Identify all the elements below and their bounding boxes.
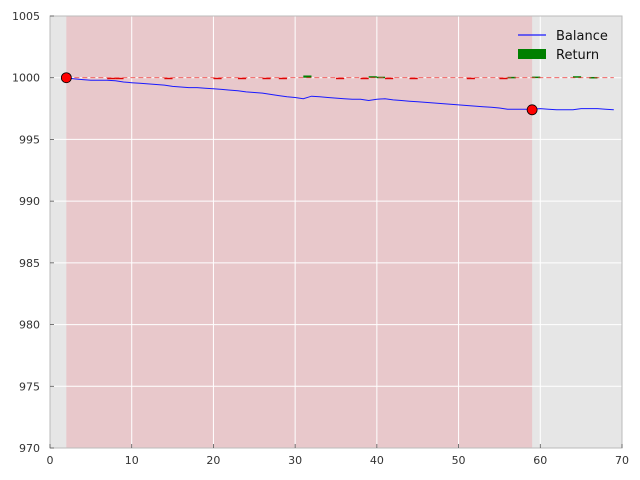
x-tick-label: 40 bbox=[370, 454, 384, 467]
y-tick-label: 1000 bbox=[12, 72, 40, 85]
x-tick-label: 0 bbox=[47, 454, 54, 467]
x-tick-label: 20 bbox=[206, 454, 220, 467]
marker-point bbox=[526, 104, 538, 116]
return-bar bbox=[532, 76, 541, 79]
y-tick-label: 975 bbox=[19, 380, 40, 393]
legend-return-swatch bbox=[518, 49, 546, 59]
legend: Balance Return bbox=[518, 29, 608, 63]
return-bar bbox=[213, 77, 222, 80]
y-tick-label: 1005 bbox=[12, 10, 40, 23]
return-bar bbox=[368, 76, 377, 78]
return-bar bbox=[409, 77, 418, 80]
y-tick-label: 985 bbox=[19, 257, 40, 270]
return-bar bbox=[572, 76, 582, 78]
shaded-region bbox=[66, 16, 533, 448]
return-bar bbox=[262, 77, 271, 80]
return-bar bbox=[303, 75, 312, 78]
y-axis-ticks: 970 975 980 985 990 995 1000 1005 bbox=[12, 10, 54, 455]
return-bar bbox=[107, 77, 116, 80]
return-bar bbox=[115, 77, 124, 80]
balance-line bbox=[66, 77, 614, 111]
return-bar bbox=[466, 77, 475, 80]
return-bar bbox=[360, 77, 369, 80]
x-tick-label: 60 bbox=[533, 454, 547, 467]
return-bar bbox=[499, 77, 508, 80]
return-bar bbox=[278, 77, 287, 80]
x-tick-label: 70 bbox=[615, 454, 629, 467]
y-tick-label: 990 bbox=[19, 195, 40, 208]
return-bar bbox=[385, 77, 394, 80]
plot-frame bbox=[49, 15, 623, 449]
return-bar bbox=[164, 77, 173, 80]
x-tick-label: 10 bbox=[125, 454, 139, 467]
markers bbox=[60, 72, 538, 116]
legend-return-label: Return bbox=[556, 48, 599, 63]
x-tick-label: 30 bbox=[288, 454, 302, 467]
y-tick-label: 995 bbox=[19, 133, 40, 146]
return-bar bbox=[507, 76, 516, 79]
y-tick-label: 970 bbox=[19, 442, 40, 455]
x-axis-ticks: 0 10 20 30 40 50 60 70 bbox=[47, 444, 629, 467]
legend-balance-label: Balance bbox=[556, 29, 608, 44]
y-tick-label: 980 bbox=[19, 319, 40, 332]
x-tick-label: 50 bbox=[452, 454, 466, 467]
return-bar bbox=[589, 76, 598, 79]
return-bar bbox=[237, 77, 247, 80]
marker-point bbox=[60, 72, 72, 84]
return-bar bbox=[336, 77, 345, 80]
